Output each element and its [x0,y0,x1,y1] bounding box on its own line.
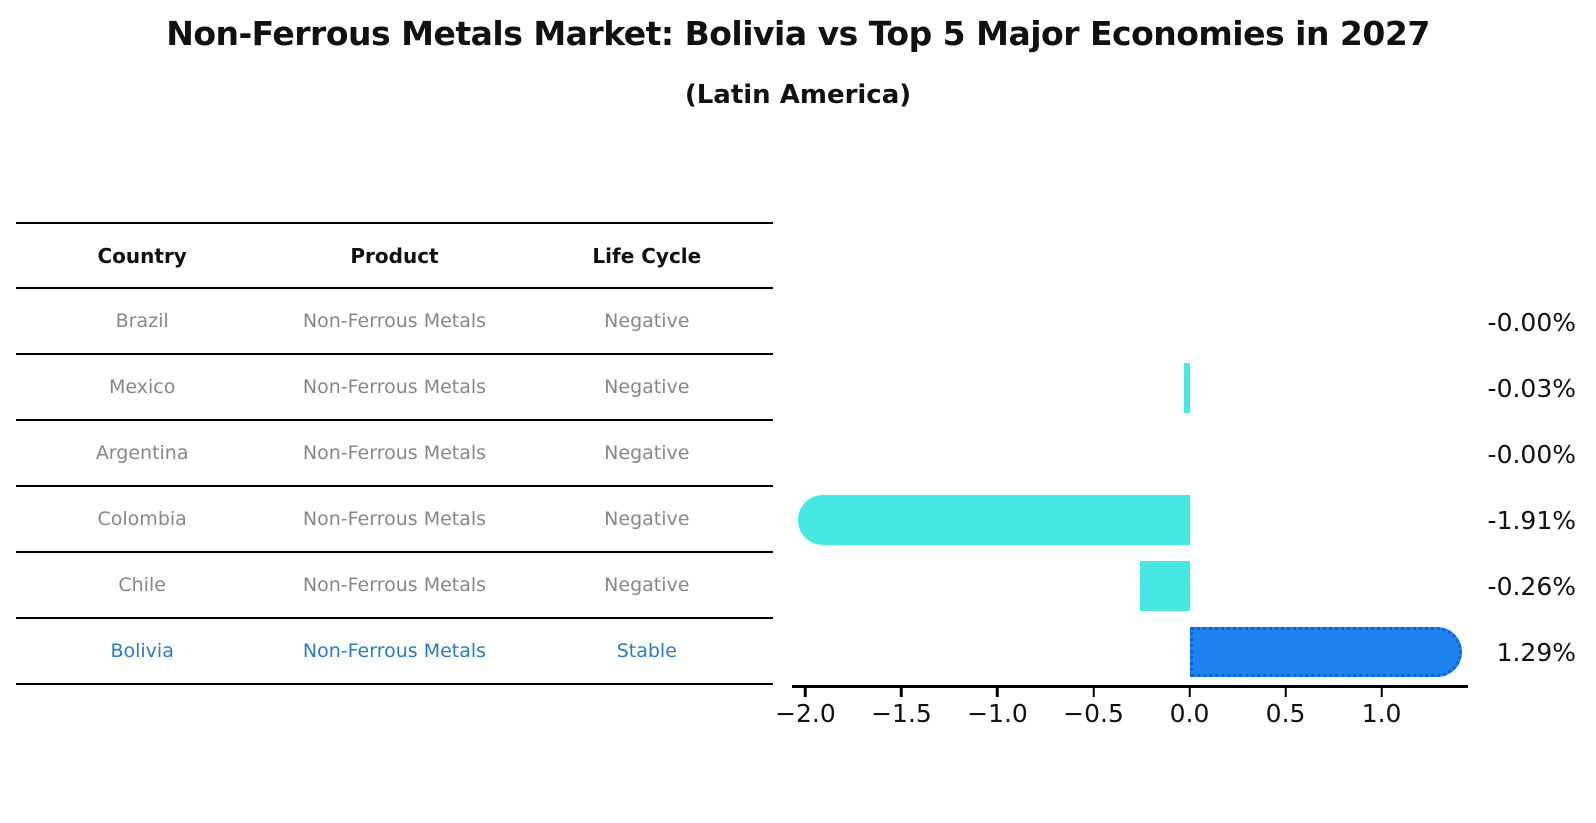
x-tick-mark [1092,687,1095,697]
x-tick-label: 0.0 [1169,699,1210,728]
x-axis-line [792,685,1468,688]
value-label-bolivia: 1.29% [1496,637,1576,667]
table-row-chile: Chile Non-Ferrous Metals Negative [16,553,773,619]
value-label-chile: -0.26% [1487,571,1576,601]
table-row-mexico: Mexico Non-Ferrous Metals Negative [16,355,773,421]
table-row-brazil: Brazil Non-Ferrous Metals Negative [16,289,773,355]
cell-lifecycle: Negative [604,508,690,530]
cell-country: Argentina [95,442,189,464]
cell-lifecycle: Negative [604,574,690,596]
cell-country: Mexico [108,376,176,398]
bar-bolivia [1189,627,1463,677]
value-label-column: -0.00% -0.03% -0.00% -1.91% -0.26% 1.29% [1436,289,1576,685]
value-label-colombia: -1.91% [1487,505,1576,535]
bar-chile [1139,561,1190,611]
column-header-product: Product [350,243,439,268]
bar-mexico [1183,363,1190,413]
x-tick-label: −2.0 [775,699,836,728]
x-tick-label: 0.5 [1265,699,1306,728]
x-tick-label: −0.5 [1063,699,1124,728]
x-tick-mark [1188,687,1191,697]
x-tick-mark [804,687,807,697]
cell-product: Non-Ferrous Metals [302,574,487,596]
x-tick-label: −1.5 [871,699,932,728]
table-row-colombia: Colombia Non-Ferrous Metals Negative [16,487,773,553]
x-tick-mark [1284,687,1287,697]
cell-product: Non-Ferrous Metals [302,442,487,464]
cell-country: Chile [118,574,166,596]
x-tick-mark [900,687,903,697]
table-row-bolivia: Bolivia Non-Ferrous Metals Stable [16,619,773,685]
cell-country: Bolivia [110,640,174,662]
table-header-row: Country Product Life Cycle [16,222,773,289]
column-header-lifecycle: Life Cycle [592,243,702,268]
chart-title: Non-Ferrous Metals Market: Bolivia vs To… [166,14,1430,53]
cell-country: Colombia [97,508,187,530]
chart-subtitle: (Latin America) [684,80,912,110]
x-tick-label: −1.0 [967,699,1028,728]
value-label-argentina: -0.00% [1487,439,1576,469]
cell-product: Non-Ferrous Metals [302,508,487,530]
bar-colombia [797,495,1190,545]
x-tick-mark [996,687,999,697]
cell-country: Brazil [115,310,169,332]
cell-lifecycle: Stable [616,640,677,662]
cell-lifecycle: Negative [604,376,690,398]
country-table: Country Product Life Cycle Brazil Non-Fe… [16,222,773,685]
x-tick-label: 1.0 [1361,699,1402,728]
plot-area: −2.0 −1.5 −1.0 −0.5 0.0 0.5 1.0 [775,289,1468,728]
table-row-argentina: Argentina Non-Ferrous Metals Negative [16,421,773,487]
value-label-mexico: -0.03% [1487,373,1576,403]
cell-product: Non-Ferrous Metals [302,640,487,662]
column-header-country: Country [97,243,187,268]
value-label-brazil: -0.00% [1487,307,1576,337]
x-tick-mark [1380,687,1383,697]
cell-lifecycle: Negative [604,310,690,332]
cell-lifecycle: Negative [604,442,690,464]
cell-product: Non-Ferrous Metals [302,376,487,398]
cell-product: Non-Ferrous Metals [302,310,487,332]
